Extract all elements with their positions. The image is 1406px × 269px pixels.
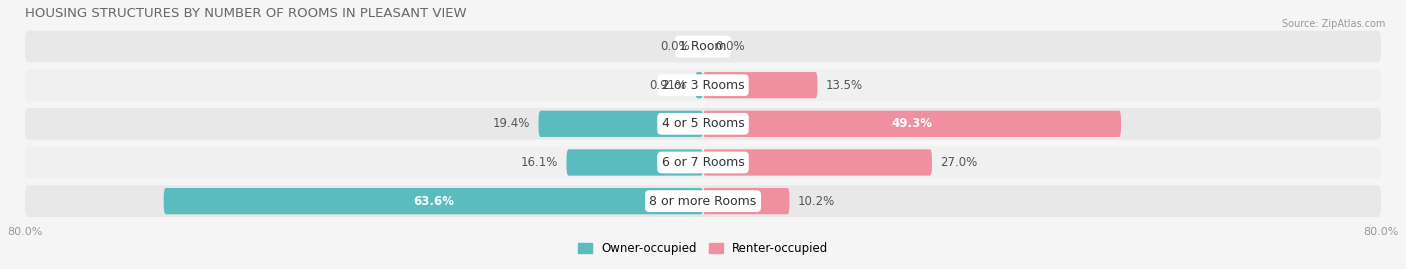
Text: 0.0%: 0.0%	[661, 40, 690, 53]
Text: 0.91%: 0.91%	[650, 79, 686, 92]
Text: 16.1%: 16.1%	[520, 156, 558, 169]
FancyBboxPatch shape	[703, 149, 932, 176]
Text: 0.0%: 0.0%	[716, 40, 745, 53]
Text: HOUSING STRUCTURES BY NUMBER OF ROOMS IN PLEASANT VIEW: HOUSING STRUCTURES BY NUMBER OF ROOMS IN…	[25, 7, 467, 20]
FancyBboxPatch shape	[538, 111, 703, 137]
Text: 10.2%: 10.2%	[799, 195, 835, 208]
Text: 63.6%: 63.6%	[413, 195, 454, 208]
FancyBboxPatch shape	[703, 188, 790, 214]
FancyBboxPatch shape	[25, 31, 1381, 62]
Legend: Owner-occupied, Renter-occupied: Owner-occupied, Renter-occupied	[572, 238, 834, 260]
Text: 27.0%: 27.0%	[941, 156, 977, 169]
Text: 19.4%: 19.4%	[492, 117, 530, 130]
FancyBboxPatch shape	[25, 108, 1381, 140]
FancyBboxPatch shape	[25, 185, 1381, 217]
FancyBboxPatch shape	[703, 111, 1121, 137]
Text: 4 or 5 Rooms: 4 or 5 Rooms	[662, 117, 744, 130]
FancyBboxPatch shape	[25, 147, 1381, 178]
Text: 13.5%: 13.5%	[825, 79, 863, 92]
FancyBboxPatch shape	[696, 72, 703, 98]
Text: Source: ZipAtlas.com: Source: ZipAtlas.com	[1281, 19, 1385, 29]
FancyBboxPatch shape	[703, 72, 817, 98]
FancyBboxPatch shape	[567, 149, 703, 176]
Text: 8 or more Rooms: 8 or more Rooms	[650, 195, 756, 208]
Text: 1 Room: 1 Room	[679, 40, 727, 53]
FancyBboxPatch shape	[163, 188, 703, 214]
Text: 49.3%: 49.3%	[891, 117, 932, 130]
FancyBboxPatch shape	[25, 69, 1381, 101]
Text: 2 or 3 Rooms: 2 or 3 Rooms	[662, 79, 744, 92]
Text: 6 or 7 Rooms: 6 or 7 Rooms	[662, 156, 744, 169]
